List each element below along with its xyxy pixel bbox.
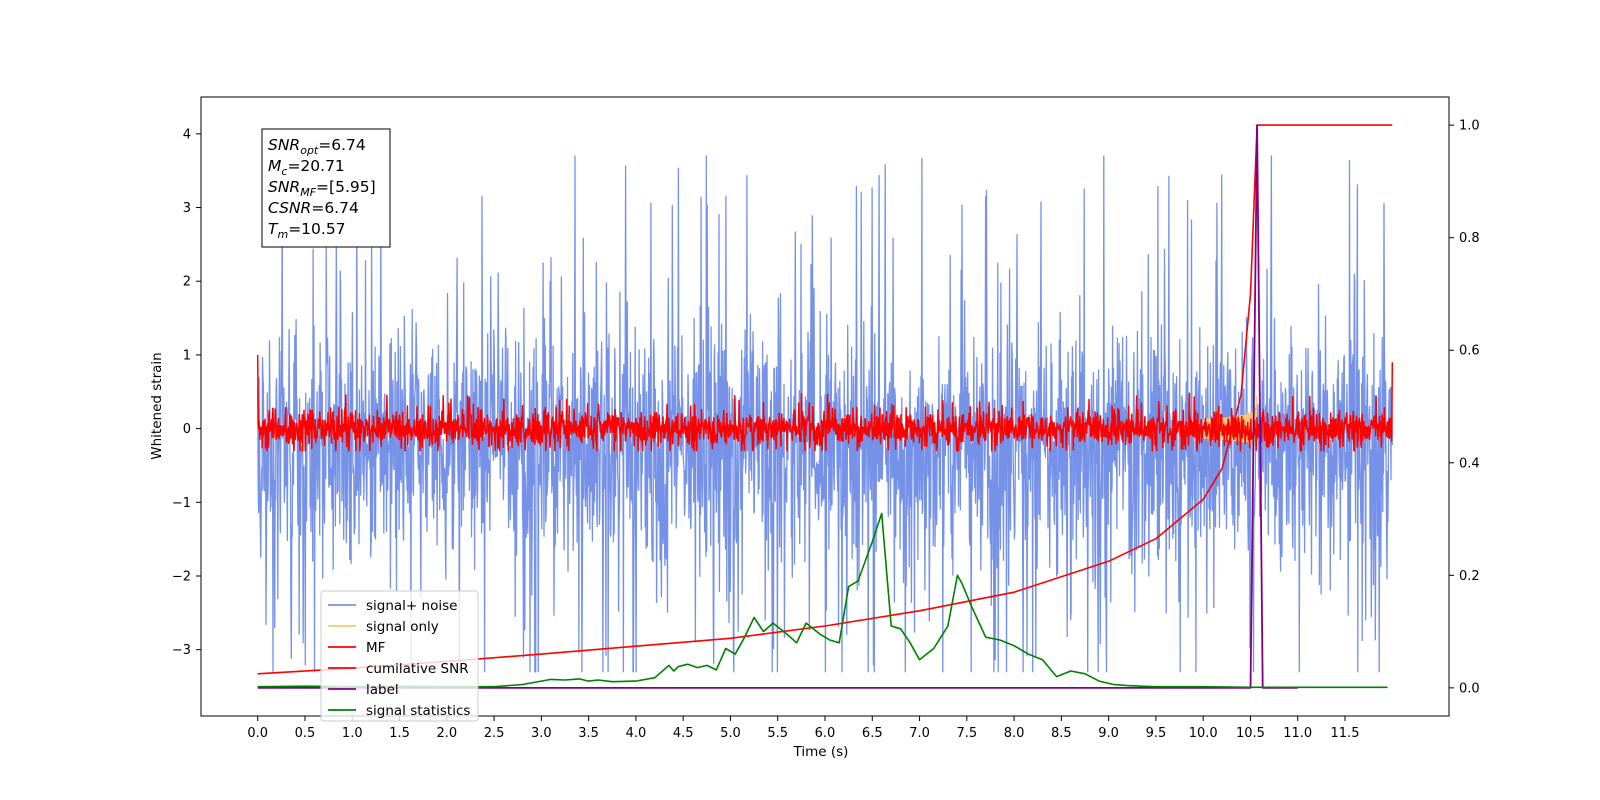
annotation-line: SNRopt=6.74 bbox=[268, 136, 366, 157]
annotation-subscript: m bbox=[277, 228, 288, 241]
y-left-tick-label: 0 bbox=[183, 422, 191, 437]
x-tick-label: 7.0 bbox=[909, 726, 930, 741]
annotation-symbol: SNR bbox=[268, 178, 300, 196]
y-right-tick-label: 1.0 bbox=[1459, 119, 1480, 134]
annotation-value: =20.71 bbox=[287, 157, 344, 175]
legend-entry: cumilative SNR bbox=[366, 661, 469, 677]
y-left-tick-label: −3 bbox=[172, 643, 191, 658]
x-tick-label: 7.5 bbox=[956, 726, 977, 741]
x-tick-label: 6.5 bbox=[862, 726, 883, 741]
x-tick-label: 11.5 bbox=[1331, 726, 1360, 741]
annotation-symbol: SNR bbox=[268, 136, 300, 154]
series-layer bbox=[256, 124, 1394, 689]
annotation-subscript: opt bbox=[300, 144, 319, 157]
annotation-symbol: T bbox=[268, 220, 279, 238]
x-tick-label: 11.0 bbox=[1283, 726, 1312, 741]
y-left-tick-label: 4 bbox=[183, 127, 191, 142]
annotation-value: =6.74 bbox=[311, 199, 359, 217]
y-left-tick-label: 2 bbox=[183, 275, 191, 290]
x-tick-label: 4.5 bbox=[673, 726, 694, 741]
annotation-line: Tm=10.57 bbox=[268, 220, 346, 241]
legend-entry: signal+ noise bbox=[366, 598, 457, 614]
legend-entry: MF bbox=[366, 640, 385, 656]
series-signal-statistics bbox=[257, 512, 1388, 689]
annotation-line: Mc=20.71 bbox=[268, 157, 345, 178]
legend-entry: label bbox=[366, 682, 399, 698]
x-tick-label: 1.5 bbox=[389, 726, 410, 741]
x-axis-label: Time (s) bbox=[793, 744, 849, 760]
series-mf bbox=[256, 354, 1394, 452]
series-cumilative-snr bbox=[257, 124, 1393, 675]
annotation-line: CSNR=6.74 bbox=[268, 199, 359, 217]
annotation-value: =6.74 bbox=[318, 136, 366, 154]
y-right-axis: 0.0 0.2 0.4 0.6 0.8 1.0 bbox=[1449, 119, 1480, 696]
y-left-tick-label: 3 bbox=[183, 201, 191, 216]
legend-frame bbox=[320, 590, 479, 722]
x-tick-label: 9.0 bbox=[1098, 726, 1119, 741]
x-tick-label: 3.5 bbox=[578, 726, 599, 741]
x-axis: 0.0 0.5 1.0 1.5 2.0 2.5 3.0 3.5 4.0 4.5 5.0 5.5 6.0 6… bbox=[247, 716, 1359, 741]
x-tick-label: 3.0 bbox=[531, 726, 552, 741]
x-tick-label: 6.0 bbox=[815, 726, 836, 741]
x-tick-label: 4.0 bbox=[626, 726, 647, 741]
annotation-value: =10.57 bbox=[288, 220, 345, 238]
y-left-tick-label: 1 bbox=[183, 348, 191, 363]
x-tick-label: 8.0 bbox=[1004, 726, 1025, 741]
y-left-tick-label: −1 bbox=[172, 496, 191, 511]
x-tick-label: 9.5 bbox=[1146, 726, 1167, 741]
annotation-subscript: MF bbox=[300, 186, 316, 199]
x-tick-label: 5.0 bbox=[720, 726, 741, 741]
annotation-box: SNRopt=6.74Mc=20.71SNRMF=[5.95]CSNR=6.74… bbox=[261, 128, 391, 248]
x-tick-label: 8.5 bbox=[1051, 726, 1072, 741]
annotation-symbol: M bbox=[268, 157, 281, 175]
x-tick-label: 0.0 bbox=[247, 726, 268, 741]
annotation-symbol: CSNR bbox=[268, 199, 311, 217]
annotation-value: =[5.95] bbox=[316, 178, 376, 196]
y-axis-label: Whitened strain bbox=[149, 352, 165, 459]
annotation-frame bbox=[261, 128, 391, 248]
x-tick-label: 0.5 bbox=[295, 726, 316, 741]
annotation-line: SNRMF=[5.95] bbox=[268, 178, 376, 199]
x-tick-label: 5.5 bbox=[767, 726, 788, 741]
x-tick-label: 2.0 bbox=[436, 726, 457, 741]
x-tick-label: 1.0 bbox=[342, 726, 363, 741]
y-left-tick-label: −2 bbox=[172, 569, 191, 584]
annotation-subscript: c bbox=[281, 165, 287, 178]
y-right-tick-label: 0.2 bbox=[1459, 569, 1480, 584]
legend-entry: signal statistics bbox=[366, 703, 470, 719]
y-right-tick-label: 0.4 bbox=[1459, 456, 1480, 471]
legend: signal+ noise signal only MF cumilative SNR… bbox=[320, 590, 479, 722]
y-right-tick-label: 0.6 bbox=[1459, 344, 1480, 359]
legend-entry: signal only bbox=[366, 619, 439, 635]
y-right-tick-label: 0.8 bbox=[1459, 231, 1480, 246]
y-left-axis: −3 −2 −1 0 1 2 3 4 bbox=[172, 127, 201, 658]
y-right-tick-label: 0.0 bbox=[1459, 681, 1480, 696]
x-tick-label: 10.5 bbox=[1236, 726, 1265, 741]
x-tick-label: 10.0 bbox=[1189, 726, 1218, 741]
x-tick-label: 2.5 bbox=[484, 726, 505, 741]
